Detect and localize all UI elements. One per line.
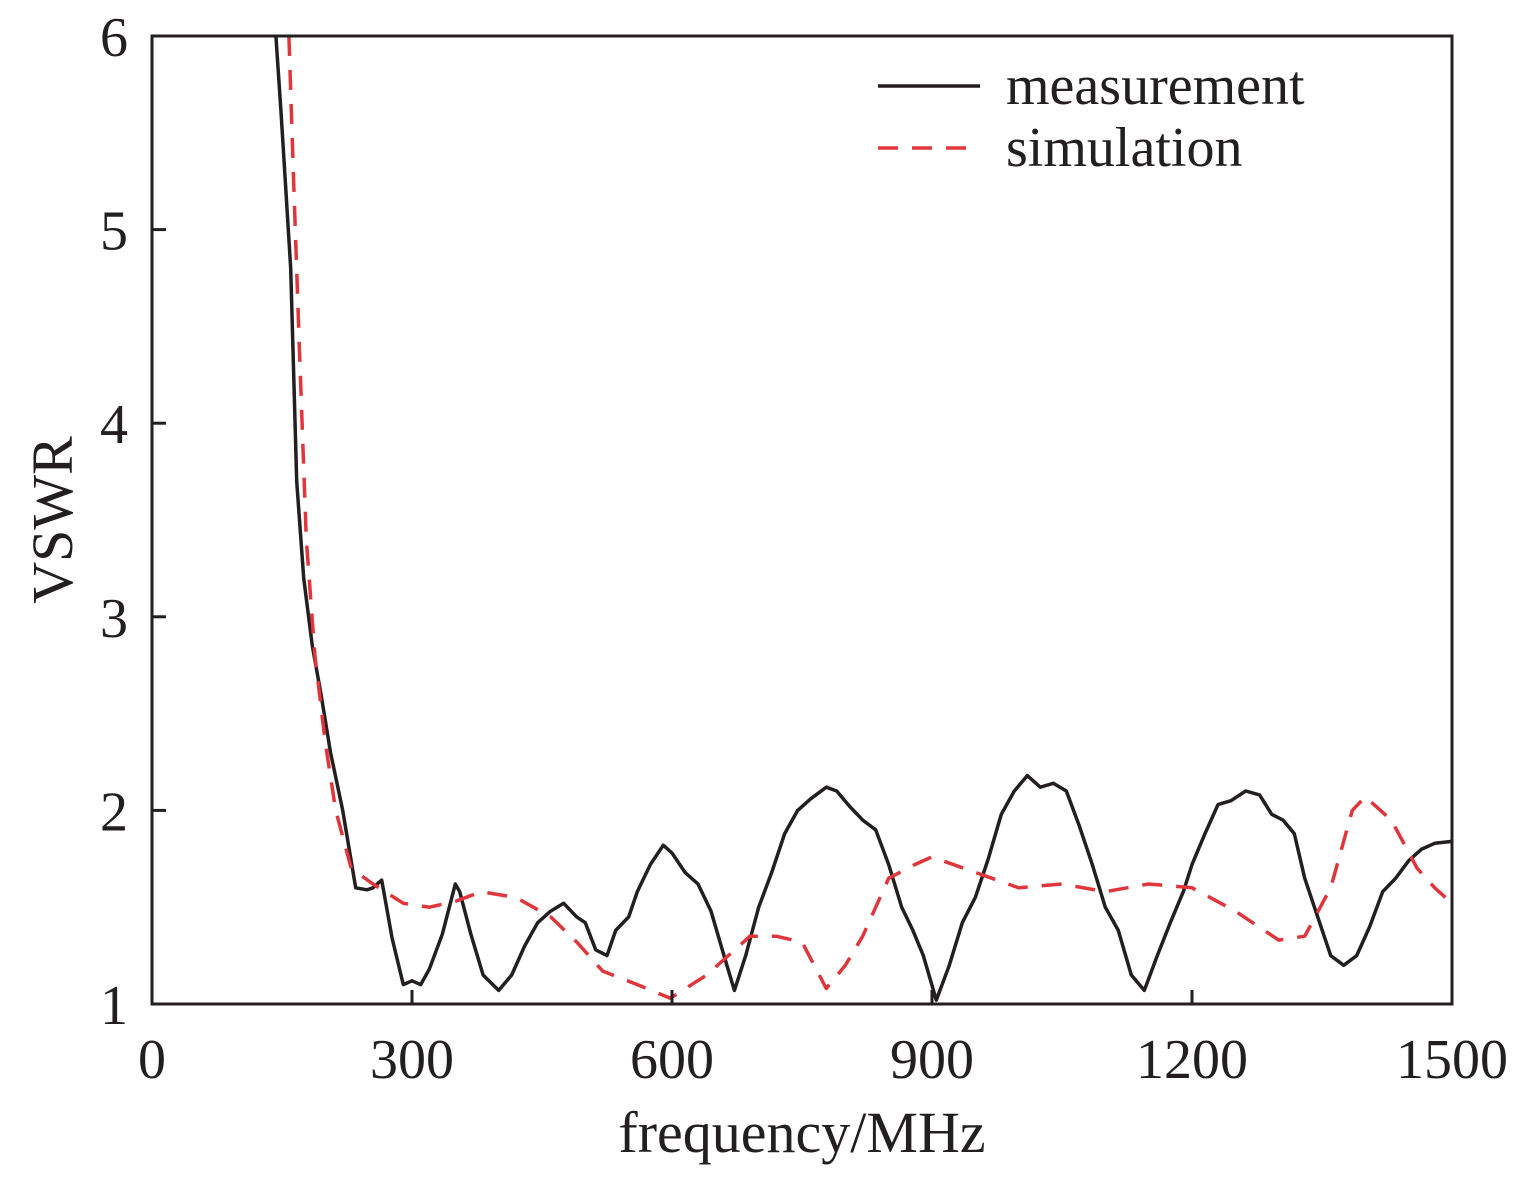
x-tick-label: 300	[370, 1029, 454, 1091]
series-line-measurement	[274, 36, 1452, 1002]
y-tick-label: 5	[100, 201, 128, 263]
series-layer	[274, 36, 1452, 1002]
series-line-simulation	[287, 36, 1452, 1000]
x-tick-label: 0	[138, 1029, 166, 1091]
y-tick-label: 4	[100, 394, 128, 456]
x-axis-label: frequency/MHz	[618, 1100, 985, 1165]
x-tick-label: 1200	[1136, 1029, 1248, 1091]
legend: measurement simulation	[878, 55, 1305, 179]
y-tick-label: 2	[100, 781, 128, 843]
x-tick-label: 1500	[1396, 1029, 1508, 1091]
legend-label-simulation: simulation	[1006, 117, 1242, 179]
y-axis-label: VSWR	[20, 436, 85, 604]
y-tick-label: 3	[100, 588, 128, 650]
legend-label-measurement: measurement	[1006, 55, 1305, 117]
y-tick-label: 6	[100, 7, 128, 69]
x-tick-label: 900	[890, 1029, 974, 1091]
tick-layer: 0 300 600 900 1200 1500 1 2 3 4 5 6	[100, 7, 1508, 1091]
x-tick-label: 600	[630, 1029, 714, 1091]
plot-frame	[150, 34, 1454, 1006]
y-tick-label: 1	[100, 975, 128, 1037]
